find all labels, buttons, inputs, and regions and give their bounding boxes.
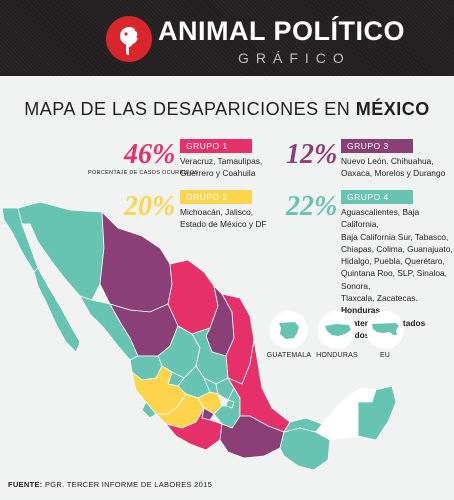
group4-states: Aguascalientes, Baja California, Baja Ca…: [341, 206, 454, 341]
group3-states-line: Oaxaca, Morelos y Durango: [341, 168, 446, 179]
group3-states-line: Nuevo León. Chihuahua,: [341, 156, 434, 166]
honduras-badge[interactable]: [318, 311, 356, 349]
source-line: FUENTE: PGR. TERCER INFORME DE LABORES 2…: [8, 480, 212, 489]
usa-label: EU: [379, 352, 391, 359]
source-text: PGR. TERCER INFORME DE LABORES 2015: [42, 480, 213, 489]
group4-states-text: Tlaxcala, Zacatecas.: [341, 293, 418, 304]
group2-states: Michoacán, Jalisco, Estado de México y D…: [180, 206, 267, 231]
group4-states-line-last: Tlaxcala, Zacatecas. Honduras,: [341, 292, 454, 317]
group3-label: GRUPO 3: [341, 139, 413, 153]
state-colima[interactable]: [141, 401, 157, 419]
source-label: FUENTE:: [8, 480, 43, 489]
state-chihuahua[interactable]: [99, 210, 173, 313]
title-prefix: MAPA DE LAS DESAPARICIONES EN: [24, 99, 356, 119]
mexico-map: [1, 201, 397, 471]
state-quintana-roo[interactable]: [357, 385, 397, 441]
guatemala-badge[interactable]: [270, 311, 308, 349]
group4-states-line: Quintana Roo, SLP, Sinaloa, Sonora,: [341, 268, 448, 291]
group1-label: GRUPO 1: [180, 139, 252, 153]
group3-percent: 12%: [286, 139, 338, 170]
group1-percent: 46%: [124, 139, 176, 170]
group4-states-line: Aguascalientes, Baja California,: [341, 207, 420, 230]
usa-icon: [372, 323, 399, 335]
group1-states: Veracruz, Tamaulipas, Guerrero y Coahuil…: [180, 155, 262, 180]
group2-states-line: Estado de México y DF: [180, 219, 267, 230]
state-baja-california-sur[interactable]: [33, 267, 81, 353]
group4-country-guatemala: Guatemala: [341, 317, 384, 328]
guatemala-icon: [279, 322, 299, 339]
group1-states-line: Veracruz, Tamaulipas,: [180, 156, 263, 166]
elephant-icon: [120, 27, 139, 55]
group2-label: GRUPO 2: [180, 190, 252, 204]
group2-states-line: Michoacán, Jalisco,: [180, 207, 254, 217]
brand-subtitle: GRÁFICO: [238, 50, 351, 66]
group4-states-line: Baja California Sur, Tabasco,: [341, 231, 449, 242]
brand-name: ANIMAL POLÍTICO: [158, 16, 405, 46]
group4-label: GRUPO 4: [341, 190, 413, 204]
header-bar: ANIMAL POLÍTICO GRÁFICO: [0, 0, 454, 76]
group4-country-honduras: Honduras: [341, 305, 381, 316]
guatemala-label: GUATEMALA: [266, 352, 312, 359]
group3-states: Nuevo León. Chihuahua, Oaxaca, Morelos y…: [341, 155, 445, 180]
usa-badge[interactable]: [366, 311, 404, 349]
state-campeche[interactable]: [315, 395, 359, 441]
title-emphasis: MÉXICO: [355, 99, 430, 119]
honduras-label: HONDURAS: [316, 352, 358, 359]
group1-states-line: Guerrero y Coahuila: [180, 168, 256, 179]
state-guerrero[interactable]: [164, 407, 223, 451]
group4-percent: 22%: [286, 191, 338, 222]
honduras-icon: [325, 324, 351, 336]
page-title: MAPA DE LAS DESAPARICIONES EN MÉXICO: [0, 99, 454, 120]
group4-states-line: Hidalgo, Puebla, Querétaro,: [341, 256, 445, 267]
group4-states-line: Chiapas, Colima, Guanajuato,: [341, 243, 453, 254]
group1-note: PORCENTAJE DE CASOS OCURRIDOS: [88, 170, 199, 176]
animal-politico-logo[interactable]: [106, 16, 152, 62]
footer: FUENTE: PGR. TERCER INFORME DE LABORES 2…: [0, 480, 454, 500]
group2-percent: 20%: [124, 191, 176, 222]
